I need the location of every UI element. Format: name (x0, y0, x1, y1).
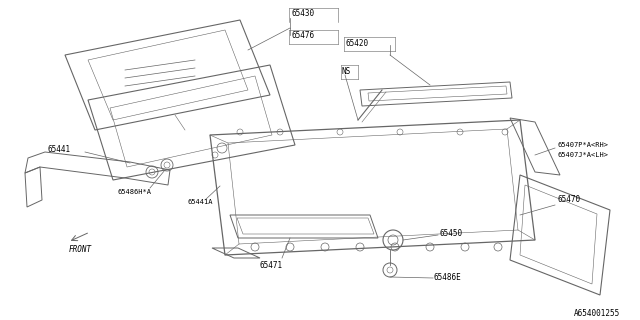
Text: 65486E: 65486E (434, 274, 461, 283)
Text: 65450: 65450 (439, 229, 462, 238)
Text: 65441: 65441 (48, 146, 71, 155)
Text: 65476: 65476 (292, 31, 315, 41)
Text: 65470: 65470 (557, 196, 580, 204)
Text: 65420: 65420 (345, 38, 368, 47)
Text: FRONT: FRONT (68, 245, 92, 254)
Text: 65407J*A<LH>: 65407J*A<LH> (557, 152, 608, 158)
Text: 65441A: 65441A (188, 199, 214, 205)
Text: 65407P*A<RH>: 65407P*A<RH> (557, 142, 608, 148)
Text: A654001255: A654001255 (573, 308, 620, 317)
Text: 65486H*A: 65486H*A (118, 189, 152, 195)
Text: 65430: 65430 (292, 10, 315, 19)
Text: NS: NS (342, 68, 351, 76)
Text: 65471: 65471 (260, 260, 283, 269)
